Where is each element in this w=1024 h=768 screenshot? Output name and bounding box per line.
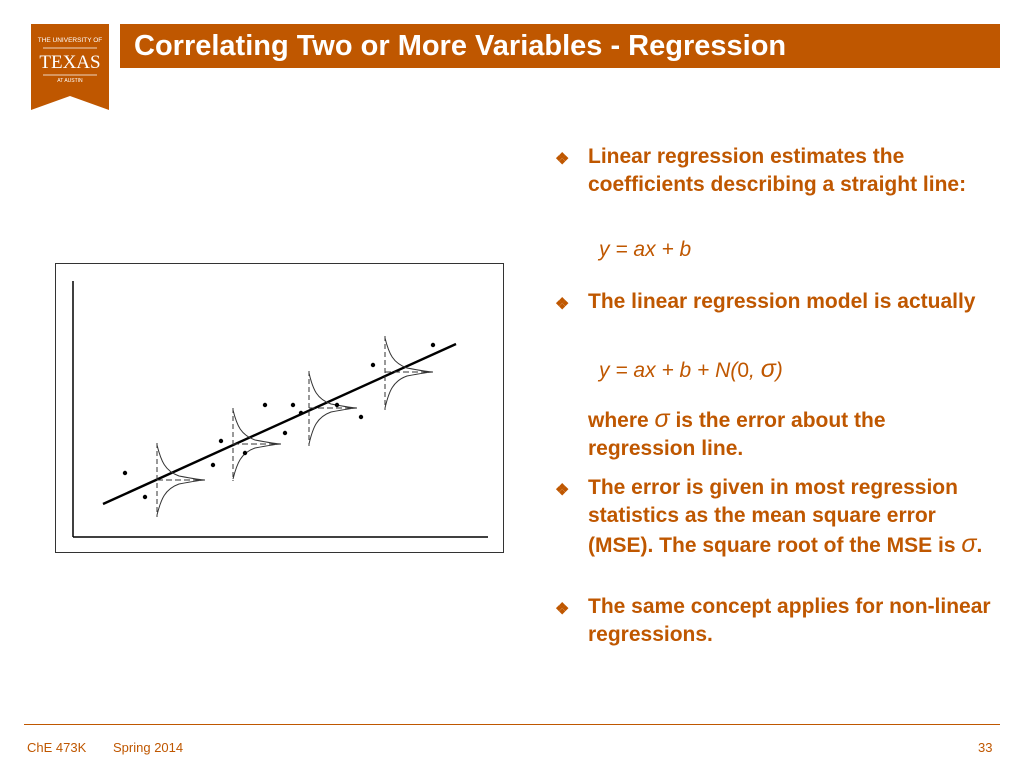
data-point	[262, 402, 268, 408]
data-point	[370, 362, 376, 368]
diamond-bullet-icon: ❖	[555, 296, 570, 313]
data-point	[282, 430, 288, 436]
title-bar: Correlating Two or More Variables - Regr…	[120, 24, 1000, 68]
equation-model-zero: 0	[737, 359, 750, 382]
data-point	[290, 402, 296, 408]
data-point	[430, 342, 436, 348]
bullet-text: The same concept applies for non-linear …	[588, 595, 991, 646]
data-point	[358, 414, 364, 420]
data-point	[298, 410, 304, 416]
sigma-symbol: σ	[961, 530, 977, 558]
ut-austin-logo: THE UNIVERSITY OF TEXAS AT AUSTIN	[31, 24, 109, 110]
equation-model-comma: ,	[749, 359, 755, 382]
where-pre: where	[588, 409, 649, 432]
data-point	[122, 470, 128, 476]
equation-model: y = ax + b + N(0, σ)	[599, 355, 783, 385]
logo-line2: TEXAS	[39, 52, 100, 73]
regression-line	[102, 342, 457, 506]
bullet-text: The linear regression model is actually	[588, 290, 976, 313]
footer-course: ChE 473K	[27, 740, 87, 755]
bullet-text: Linear regression estimates the coeffici…	[588, 145, 967, 196]
slide-title: Correlating Two or More Variables - Regr…	[134, 30, 787, 62]
sigma-symbol: σ	[760, 355, 776, 383]
regression-figure	[55, 263, 504, 553]
footer-term: Spring 2014	[113, 740, 184, 755]
data-point	[242, 450, 248, 456]
data-point	[142, 494, 148, 500]
distribution-curve	[384, 336, 434, 410]
distribution-curve	[156, 443, 206, 517]
data-point	[334, 402, 340, 408]
data-point	[218, 438, 224, 444]
equation-linear: y = ax + b	[599, 238, 692, 261]
logo-line3: AT AUSTIN	[57, 78, 83, 84]
bullet-text: The error is given in most regression st…	[588, 476, 958, 557]
sigma-symbol: σ	[654, 405, 670, 433]
distribution-curve	[308, 371, 358, 446]
data-point	[210, 462, 216, 468]
diamond-bullet-icon: ❖	[555, 601, 570, 618]
equation-model-close: )	[775, 359, 783, 382]
logo-line1: THE UNIVERSITY OF	[38, 37, 103, 44]
diamond-bullet-icon: ❖	[555, 151, 570, 168]
where-post: is the error about the regression line.	[588, 409, 886, 460]
data-points	[122, 342, 436, 500]
footer-divider	[24, 724, 1000, 725]
bullet-text-end: .	[976, 534, 983, 557]
diamond-bullet-icon: ❖	[555, 482, 570, 499]
page-number: 33	[978, 740, 993, 755]
equation-model-main: y = ax + b + N(	[599, 359, 738, 382]
